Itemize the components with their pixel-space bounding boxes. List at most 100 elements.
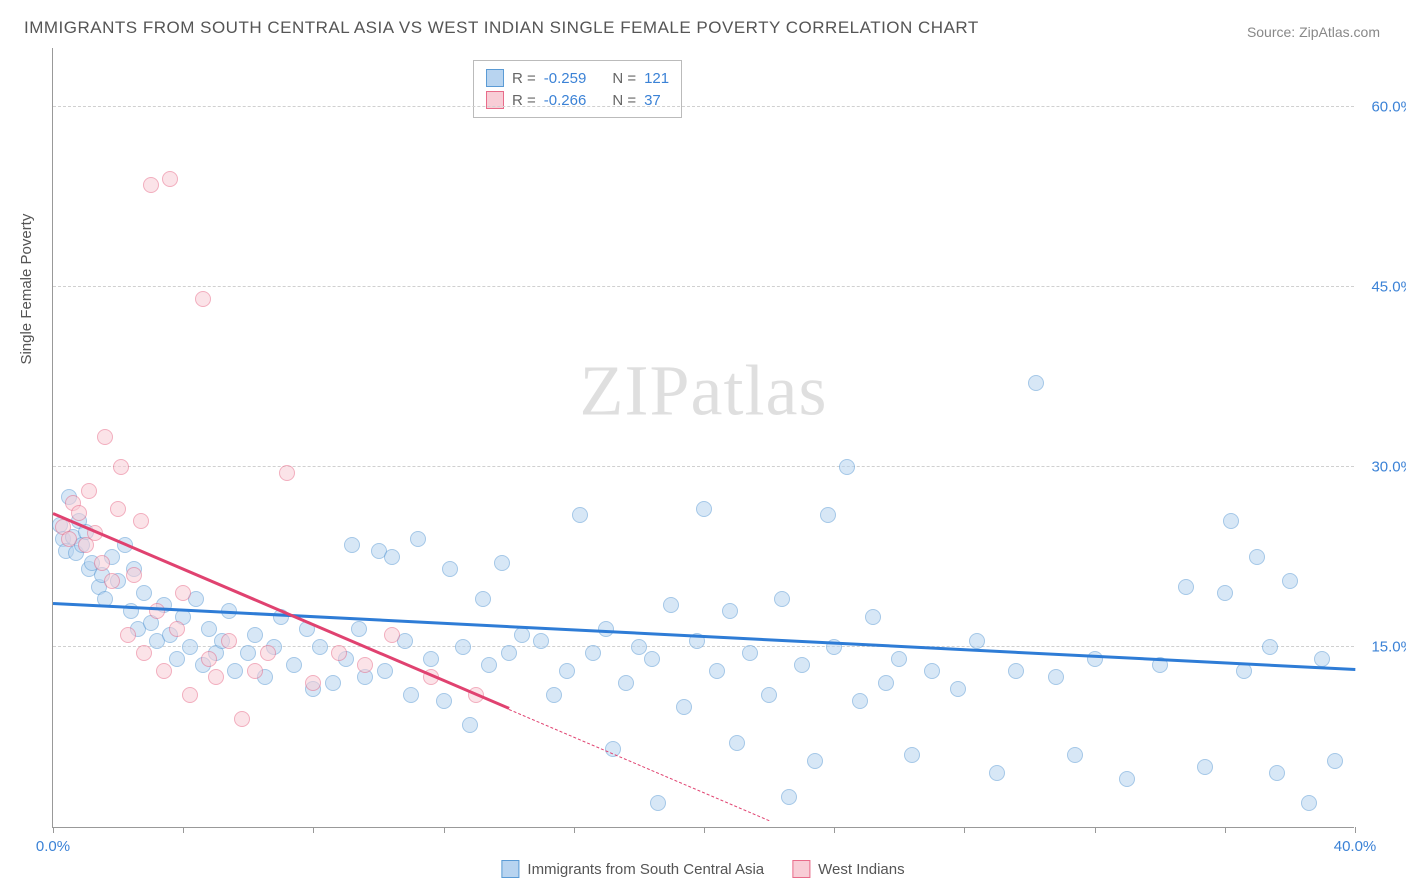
source-label: Source: (1247, 24, 1295, 40)
scatter-point-wi (169, 621, 185, 637)
scatter-point-sca (201, 621, 217, 637)
scatter-point-sca (1048, 669, 1064, 685)
x-tick (1225, 827, 1226, 833)
scatter-point-wi (195, 291, 211, 307)
gridline (53, 286, 1354, 287)
scatter-point-sca (729, 735, 745, 751)
scatter-point-sca (924, 663, 940, 679)
scatter-point-sca (455, 639, 471, 655)
scatter-point-wi (357, 657, 373, 673)
legend-item-1: Immigrants from South Central Asia (501, 860, 764, 878)
scatter-point-sca (989, 765, 1005, 781)
scatter-point-sca (663, 597, 679, 613)
scatter-point-sca (950, 681, 966, 697)
scatter-point-sca (286, 657, 302, 673)
y-tick-label: 30.0% (1364, 459, 1406, 476)
scatter-point-sca (481, 657, 497, 673)
scatter-point-sca (344, 537, 360, 553)
scatter-point-wi (104, 573, 120, 589)
scatter-point-wi (279, 465, 295, 481)
trend-line (52, 512, 509, 709)
scatter-point-wi (143, 177, 159, 193)
scatter-point-sca (351, 621, 367, 637)
y-tick-label: 60.0% (1364, 99, 1406, 116)
x-tick (574, 827, 575, 833)
x-tick-label: 0.0% (36, 838, 70, 855)
gridline (53, 466, 1354, 467)
scatter-point-sca (1249, 549, 1265, 565)
scatter-point-sca (1008, 663, 1024, 679)
source-attribution: Source: ZipAtlas.com (1247, 24, 1380, 40)
scatter-point-sca (761, 687, 777, 703)
scatter-point-sca (1028, 375, 1044, 391)
scatter-point-wi (71, 505, 87, 521)
y-tick-label: 15.0% (1364, 639, 1406, 656)
bottom-legend: Immigrants from South Central Asia West … (501, 860, 904, 878)
scatter-point-sca (904, 747, 920, 763)
legend-swatch-1 (501, 860, 519, 878)
x-tick (313, 827, 314, 833)
scatter-point-wi (162, 171, 178, 187)
scatter-point-sca (742, 645, 758, 661)
scatter-point-sca (709, 663, 725, 679)
scatter-point-wi (208, 669, 224, 685)
x-tick (1095, 827, 1096, 833)
gridline (53, 106, 1354, 107)
scatter-point-sca (377, 663, 393, 679)
scatter-point-sca (384, 549, 400, 565)
scatter-plot-area: ZIPatlas R = -0.259 N = 121 R = -0.266 N… (52, 48, 1354, 828)
scatter-point-sca (1282, 573, 1298, 589)
stats-row-series-1: R = -0.259 N = 121 (486, 67, 669, 89)
scatter-point-sca (1087, 651, 1103, 667)
scatter-point-sca (781, 789, 797, 805)
scatter-point-sca (807, 753, 823, 769)
scatter-point-sca (1301, 795, 1317, 811)
scatter-point-sca (182, 639, 198, 655)
scatter-point-sca (136, 585, 152, 601)
scatter-point-wi (156, 663, 172, 679)
scatter-point-sca (820, 507, 836, 523)
scatter-point-wi (61, 531, 77, 547)
scatter-point-wi (113, 459, 129, 475)
scatter-point-wi (331, 645, 347, 661)
scatter-point-sca (1178, 579, 1194, 595)
r-label: R = (512, 70, 536, 87)
scatter-point-wi (384, 627, 400, 643)
scatter-point-sca (533, 633, 549, 649)
scatter-point-sca (494, 555, 510, 571)
chart-title: IMMIGRANTS FROM SOUTH CENTRAL ASIA VS WE… (24, 18, 979, 38)
scatter-point-sca (1197, 759, 1213, 775)
x-tick (183, 827, 184, 833)
scatter-point-sca (1327, 753, 1343, 769)
n-label: N = (612, 70, 636, 87)
scatter-point-sca (442, 561, 458, 577)
scatter-point-sca (572, 507, 588, 523)
scatter-point-sca (475, 591, 491, 607)
scatter-point-sca (774, 591, 790, 607)
scatter-point-sca (247, 627, 263, 643)
scatter-point-wi (201, 651, 217, 667)
scatter-point-sca (501, 645, 517, 661)
scatter-point-sca (436, 693, 452, 709)
x-tick (964, 827, 965, 833)
y-axis-label: Single Female Poverty (18, 214, 35, 365)
watermark: ZIPatlas (580, 349, 828, 432)
trend-line-dashed (508, 709, 769, 821)
scatter-point-wi (94, 555, 110, 571)
source-link[interactable]: ZipAtlas.com (1299, 24, 1380, 40)
scatter-point-wi (126, 567, 142, 583)
x-tick (53, 827, 54, 833)
scatter-point-sca (891, 651, 907, 667)
scatter-point-sca (1269, 765, 1285, 781)
scatter-point-sca (546, 687, 562, 703)
x-tick (1355, 827, 1356, 833)
scatter-point-sca (403, 687, 419, 703)
scatter-point-sca (227, 663, 243, 679)
scatter-point-sca (559, 663, 575, 679)
scatter-point-sca (644, 651, 660, 667)
scatter-point-sca (325, 675, 341, 691)
scatter-point-sca (852, 693, 868, 709)
scatter-point-sca (462, 717, 478, 733)
scatter-point-wi (182, 687, 198, 703)
scatter-point-sca (1262, 639, 1278, 655)
